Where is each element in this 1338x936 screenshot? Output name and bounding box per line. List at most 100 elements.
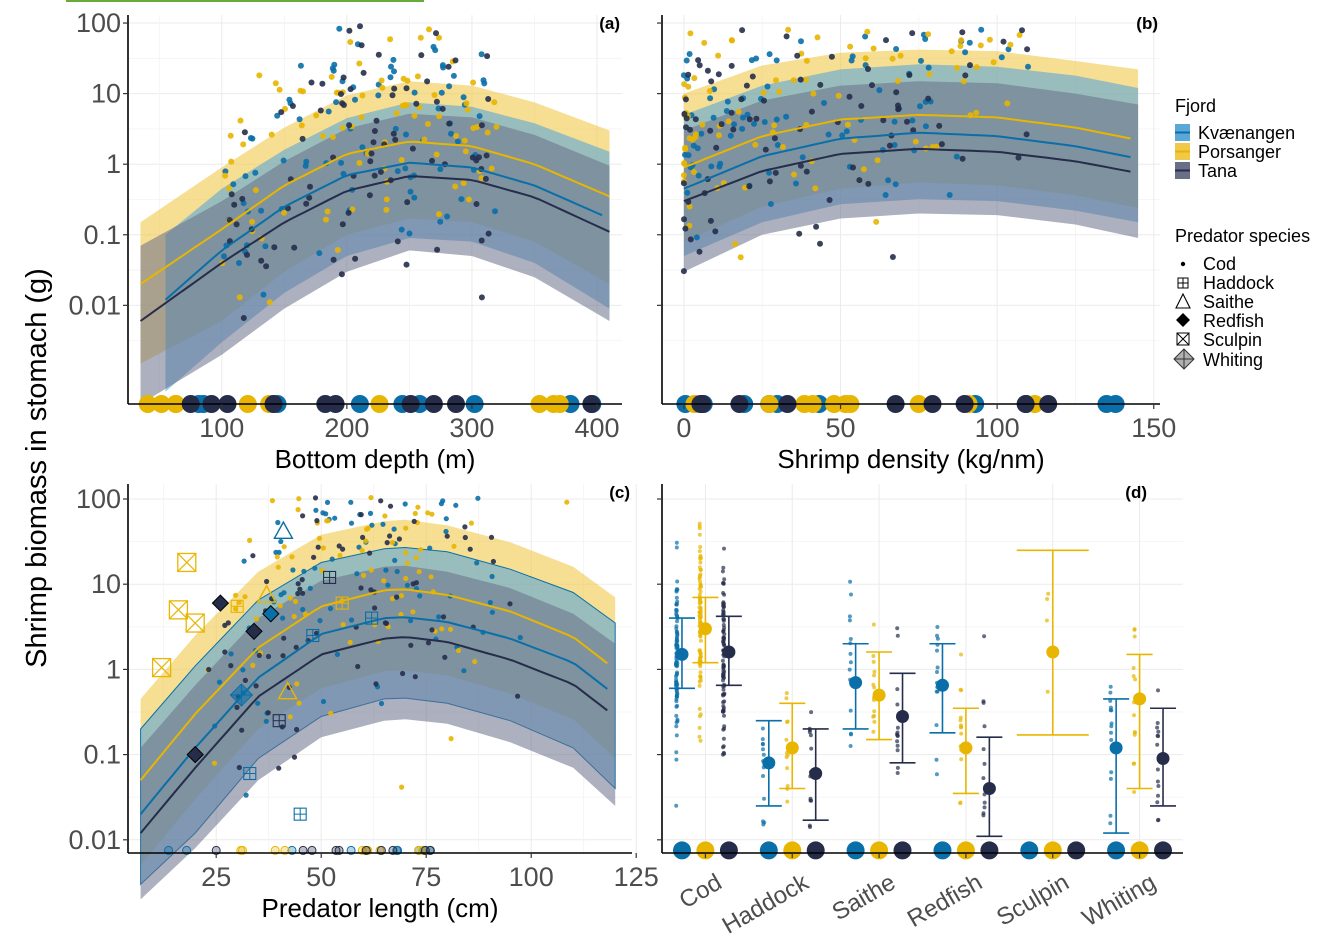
raw-point-tana-cod: [721, 637, 726, 642]
raw-point-tana-whiting: [1156, 784, 1161, 788]
raw-point-tana-cod: [721, 623, 726, 627]
obs-point-porsanger: [760, 89, 767, 96]
obs-point-porsanger: [323, 216, 329, 223]
raw-point-kvaenangen-saithe: [847, 614, 852, 619]
obs-point-tana: [429, 157, 435, 164]
raw-point-tana-whiting: [1156, 817, 1161, 822]
obs-point-kvaenangen: [320, 698, 327, 705]
raw-point-porsanger-cod: [698, 579, 702, 584]
obs-point-kvaenangen: [710, 114, 717, 121]
obs-point-kvaenangen: [773, 116, 780, 123]
fit-line-porsanger: [139, 588, 608, 781]
obs-point-kvaenangen: [336, 25, 343, 32]
raw-point-tana-cod: [721, 745, 725, 750]
raw-point-tana-haddock: [808, 796, 813, 801]
raw-point-kvaenangen-cod: [675, 717, 680, 722]
obs-point-tana: [739, 27, 746, 34]
raw-point-tana-saithe: [895, 771, 900, 775]
obs-point-porsanger: [862, 55, 869, 62]
obs-point-kvaenangen: [297, 62, 304, 69]
obs-point-porsanger: [272, 80, 279, 87]
species-marker-diamond: [245, 622, 263, 641]
obs-point-tana: [858, 103, 865, 109]
obs-point-porsanger: [812, 185, 819, 192]
obs-point-tana: [478, 122, 485, 129]
obs-point-kvaenangen: [385, 582, 391, 588]
obs-point-porsanger: [462, 148, 469, 155]
obs-point-tana: [704, 67, 711, 74]
obs-point-tana: [357, 23, 363, 30]
raw-point-porsanger-cod: [698, 664, 703, 669]
obs-point-kvaenangen: [437, 166, 444, 173]
species-marker-triangle: [273, 520, 294, 540]
obs-point-tana: [319, 80, 326, 87]
raw-point-tana-redfish: [981, 811, 986, 816]
x-tick-label: 50: [306, 862, 336, 892]
zero-point-porsanger-cod: [696, 841, 715, 860]
obs-point-porsanger: [389, 539, 396, 546]
raw-point-tana-haddock: [809, 710, 814, 715]
obs-point-tana: [338, 91, 344, 97]
obs-point-porsanger: [349, 206, 356, 213]
obs-point-tana: [382, 620, 388, 626]
raw-point-porsanger-cod: [697, 601, 702, 606]
obs-point-porsanger: [266, 299, 273, 306]
raw-point-porsanger-haddock: [785, 720, 789, 724]
species-marker-triangle: [277, 681, 298, 700]
obs-point-kvaenangen: [698, 130, 705, 137]
raw-point-kvaenangen-saithe: [848, 660, 853, 665]
estimate-point-porsanger-whiting: [1133, 692, 1147, 706]
legend-label-sculpin: Sculpin: [1203, 330, 1262, 350]
panel-label: (c): [609, 483, 630, 502]
obs-point-kvaenangen: [918, 57, 924, 64]
obs-point-kvaenangen: [686, 51, 693, 57]
obs-point-porsanger: [291, 613, 297, 620]
obs-point-porsanger: [328, 73, 335, 80]
obs-point-porsanger: [412, 510, 418, 517]
obs-point-porsanger: [873, 218, 880, 225]
obs-point-tana: [299, 135, 306, 142]
raw-point-tana-redfish: [982, 761, 987, 766]
raw-point-tana-saithe: [895, 743, 900, 748]
species-marker-diamond: [186, 745, 204, 764]
obs-point-tana: [358, 42, 365, 49]
obs-point-porsanger: [329, 134, 336, 140]
raw-point-tana-cod: [720, 658, 725, 663]
obs-point-tana: [367, 158, 374, 165]
obs-point-tana: [239, 727, 245, 733]
legend-label-tana: Tana: [1198, 161, 1238, 181]
zero-point-kvaenangen-cod: [673, 841, 691, 860]
obs-point-kvaenangen: [380, 521, 386, 527]
obs-point-tana: [681, 216, 687, 223]
y-tick-label: 0.01: [68, 825, 121, 855]
obs-point-porsanger: [451, 543, 457, 549]
ribbon-tana: [140, 565, 616, 900]
obs-point-tana: [360, 534, 366, 541]
zero-point-kvaenangen-haddock: [759, 841, 778, 860]
obs-point-porsanger: [455, 647, 462, 654]
obs-point-kvaenangen: [682, 151, 688, 158]
obs-point-kvaenangen: [798, 38, 804, 45]
obs-point-porsanger: [294, 681, 300, 687]
obs-point-kvaenangen: [280, 157, 287, 164]
obs-point-porsanger: [732, 241, 739, 248]
raw-point-kvaenangen-saithe: [849, 592, 853, 597]
obs-point-tana: [389, 92, 396, 99]
obs-point-kvaenangen: [480, 77, 487, 84]
obs-point-porsanger: [810, 90, 817, 97]
estimate-point-tana-cod: [722, 645, 736, 659]
obs-point-tana: [336, 543, 342, 549]
obs-point-porsanger: [227, 132, 234, 139]
obs-point-kvaenangen: [909, 117, 916, 124]
obs-point-porsanger: [973, 64, 980, 71]
raw-point-tana-whiting: [1156, 688, 1160, 693]
obs-point-kvaenangen: [946, 192, 953, 198]
obs-point-tana: [485, 230, 492, 237]
obs-point-tana: [826, 197, 833, 203]
raw-point-porsanger-whiting: [1132, 761, 1137, 766]
obs-point-porsanger: [470, 79, 477, 86]
obs-point-tana: [312, 495, 319, 501]
raw-point-porsanger-cod: [698, 560, 703, 565]
raw-point-porsanger-sculpin: [1044, 618, 1049, 623]
obs-point-tana: [850, 164, 856, 171]
